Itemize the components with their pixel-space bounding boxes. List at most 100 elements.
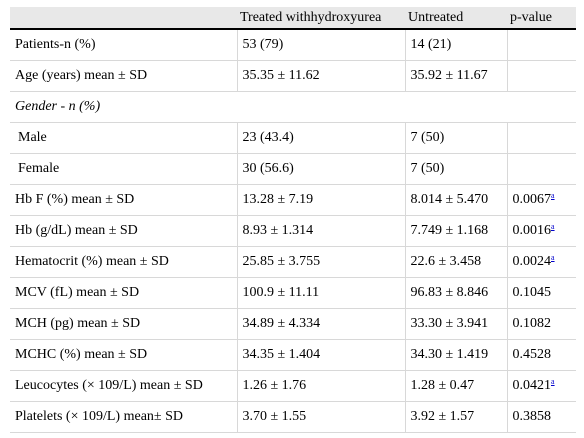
treated-value-text: 23 (43.4) bbox=[242, 130, 294, 145]
untreated-value-text: 7 (50) bbox=[410, 130, 445, 145]
row-label: MCV (fL) mean ± SD bbox=[10, 277, 238, 309]
table-row: MCHC (%) mean ± SD 34.35 ± 1.404 34.30 ± 1… bbox=[10, 339, 576, 371]
p-value-text: 0.0421 bbox=[512, 378, 552, 393]
p-value: 0.0016a bbox=[507, 215, 576, 247]
untreated-value-text: 8.014 ± 5.470 bbox=[410, 192, 489, 207]
table-row: Hematocrit (%) mean ± SD 25.85 ± 3.755 22.… bbox=[10, 246, 576, 278]
treated-value: 35.35 ± 11.62 bbox=[237, 60, 406, 92]
row-label-text: Hb (g/dL) mean ± SD bbox=[15, 223, 138, 238]
row-label: Female bbox=[10, 153, 238, 185]
p-value bbox=[507, 153, 576, 185]
treated-value-text: 34.35 ± 1.404 bbox=[242, 347, 321, 362]
treated-value: 13.28 ± 7.19 bbox=[237, 184, 406, 216]
header-label bbox=[10, 7, 237, 30]
table-row: MCV (fL) mean ± SD 100.9 ± 11.11 96.83 ± 8… bbox=[10, 277, 576, 309]
p-value-text: 0.0067 bbox=[512, 192, 552, 207]
treated-value-text: 3.70 ± 1.55 bbox=[242, 409, 307, 424]
treated-value-text: 8.93 ± 1.314 bbox=[242, 223, 314, 238]
untreated-value: 7.749 ± 1.168 bbox=[405, 215, 508, 247]
row-label: Age (years) mean ± SD bbox=[10, 60, 238, 92]
row-label: MCHC (%) mean ± SD bbox=[10, 339, 238, 371]
treated-value: 3.70 ± 1.55 bbox=[237, 401, 406, 433]
row-label-text: Age (years) mean ± SD bbox=[15, 68, 148, 83]
table-row: Patients-n (%) 53 (79) 14 (21) bbox=[10, 29, 576, 61]
table-row: Male 23 (43.4) 7 (50) bbox=[10, 122, 576, 154]
treated-value: 1.26 ± 1.76 bbox=[237, 370, 406, 402]
table-row: Leucocytes (× 109/L) mean ± SD 1.26 ± 1.7… bbox=[10, 370, 576, 402]
row-label: Leucocytes (× 109/L) mean ± SD bbox=[10, 370, 238, 402]
untreated-value-text: 3.92 ± 1.57 bbox=[410, 409, 475, 424]
p-value-text: 0.0024 bbox=[512, 254, 552, 269]
row-label: Hb F (%) mean ± SD bbox=[10, 184, 238, 216]
untreated-value-text: 22.6 ± 3.458 bbox=[410, 254, 482, 269]
footnote-link[interactable]: a bbox=[551, 377, 555, 386]
p-value: 0.0067a bbox=[507, 184, 576, 216]
treated-value-text: 53 (79) bbox=[242, 37, 284, 52]
untreated-value-text: 1.28 ± 0.47 bbox=[410, 378, 475, 393]
row-label: Hb (g/dL) mean ± SD bbox=[10, 215, 238, 247]
row-label-text: MCHC (%) mean ± SD bbox=[15, 347, 148, 362]
treated-value-text: 13.28 ± 7.19 bbox=[242, 192, 314, 207]
footnote-link[interactable]: a bbox=[551, 222, 555, 231]
table-body: Patients-n (%) 53 (79) 14 (21) Age (years) … bbox=[10, 29, 576, 433]
header-untreated: Untreated bbox=[405, 7, 507, 30]
table-row: Female 30 (56.6) 7 (50) bbox=[10, 153, 576, 185]
treated-value: 30 (56.6) bbox=[237, 153, 406, 185]
header-treated: Treated withhydroxyurea bbox=[237, 7, 405, 30]
treated-value-text: 25.85 ± 3.755 bbox=[242, 254, 321, 269]
row-label-text: Hematocrit (%) mean ± SD bbox=[15, 254, 169, 269]
treated-value: 8.93 ± 1.314 bbox=[237, 215, 406, 247]
row-label-text: Hb F (%) mean ± SD bbox=[15, 192, 135, 207]
row-label: MCH (pg) mean ± SD bbox=[10, 308, 238, 340]
untreated-value-text: 7 (50) bbox=[410, 161, 445, 176]
row-label: Male bbox=[10, 122, 238, 154]
footnote-link[interactable]: a bbox=[551, 191, 555, 200]
header-row: Treated withhydroxyurea Untreated p-valu… bbox=[10, 7, 576, 30]
p-value: 0.1082 bbox=[507, 308, 576, 340]
treated-value: 34.89 ± 4.334 bbox=[237, 308, 406, 340]
untreated-value: 8.014 ± 5.470 bbox=[405, 184, 508, 216]
p-value-text: 0.1082 bbox=[512, 316, 552, 331]
treated-value-text: 34.89 ± 4.334 bbox=[242, 316, 321, 331]
untreated-value-text: 14 (21) bbox=[410, 37, 452, 52]
row-label-text: Female bbox=[18, 161, 60, 176]
p-value: 0.1045 bbox=[507, 277, 576, 309]
p-value: 0.3858 bbox=[507, 401, 576, 433]
table-row: MCH (pg) mean ± SD 34.89 ± 4.334 33.30 ± 3… bbox=[10, 308, 576, 340]
untreated-value-text: 96.83 ± 8.846 bbox=[410, 285, 489, 300]
row-label-text: Leucocytes (× 109/L) mean ± SD bbox=[15, 378, 203, 393]
footnote-link[interactable]: a bbox=[551, 253, 555, 262]
table-row: Hb F (%) mean ± SD 13.28 ± 7.19 8.014 ± 5.… bbox=[10, 184, 576, 216]
untreated-value: 22.6 ± 3.458 bbox=[405, 246, 508, 278]
table-row: Gender - n (%) bbox=[10, 91, 576, 123]
p-value-text: 0.0016 bbox=[512, 223, 552, 238]
untreated-value-text: 33.30 ± 3.941 bbox=[410, 316, 489, 331]
untreated-value: 34.30 ± 1.419 bbox=[405, 339, 508, 371]
row-label: Platelets (× 109/L) mean± SD bbox=[10, 401, 238, 433]
section-label: Gender - n (%) bbox=[10, 91, 576, 123]
row-label: Patients-n (%) bbox=[10, 29, 238, 61]
p-value-text: 0.1045 bbox=[512, 285, 552, 300]
untreated-value: 7 (50) bbox=[405, 122, 508, 154]
p-value bbox=[507, 122, 576, 154]
treated-value: 100.9 ± 11.11 bbox=[237, 277, 406, 309]
p-value: 0.0024a bbox=[507, 246, 576, 278]
untreated-value: 1.28 ± 0.47 bbox=[405, 370, 508, 402]
p-value: 0.0421a bbox=[507, 370, 576, 402]
row-label-text: Patients-n (%) bbox=[15, 37, 96, 52]
data-table: Treated withhydroxyurea Untreated p-valu… bbox=[10, 7, 576, 433]
treated-value-text: 100.9 ± 11.11 bbox=[242, 285, 320, 300]
untreated-value-text: 7.749 ± 1.168 bbox=[410, 223, 489, 238]
treated-value-text: 1.26 ± 1.76 bbox=[242, 378, 307, 393]
row-label-text: MCH (pg) mean ± SD bbox=[15, 316, 141, 331]
p-value: 0.4528 bbox=[507, 339, 576, 371]
row-label-text: Male bbox=[18, 130, 47, 145]
untreated-value: 14 (21) bbox=[405, 29, 508, 61]
table-row: Hb (g/dL) mean ± SD 8.93 ± 1.314 7.749 ± 1… bbox=[10, 215, 576, 247]
p-value-text: 0.3858 bbox=[512, 409, 552, 424]
p-value-text: 0.4528 bbox=[512, 347, 552, 362]
treated-value-text: 30 (56.6) bbox=[242, 161, 294, 176]
row-label: Hematocrit (%) mean ± SD bbox=[10, 246, 238, 278]
untreated-value: 7 (50) bbox=[405, 153, 508, 185]
untreated-value: 33.30 ± 3.941 bbox=[405, 308, 508, 340]
